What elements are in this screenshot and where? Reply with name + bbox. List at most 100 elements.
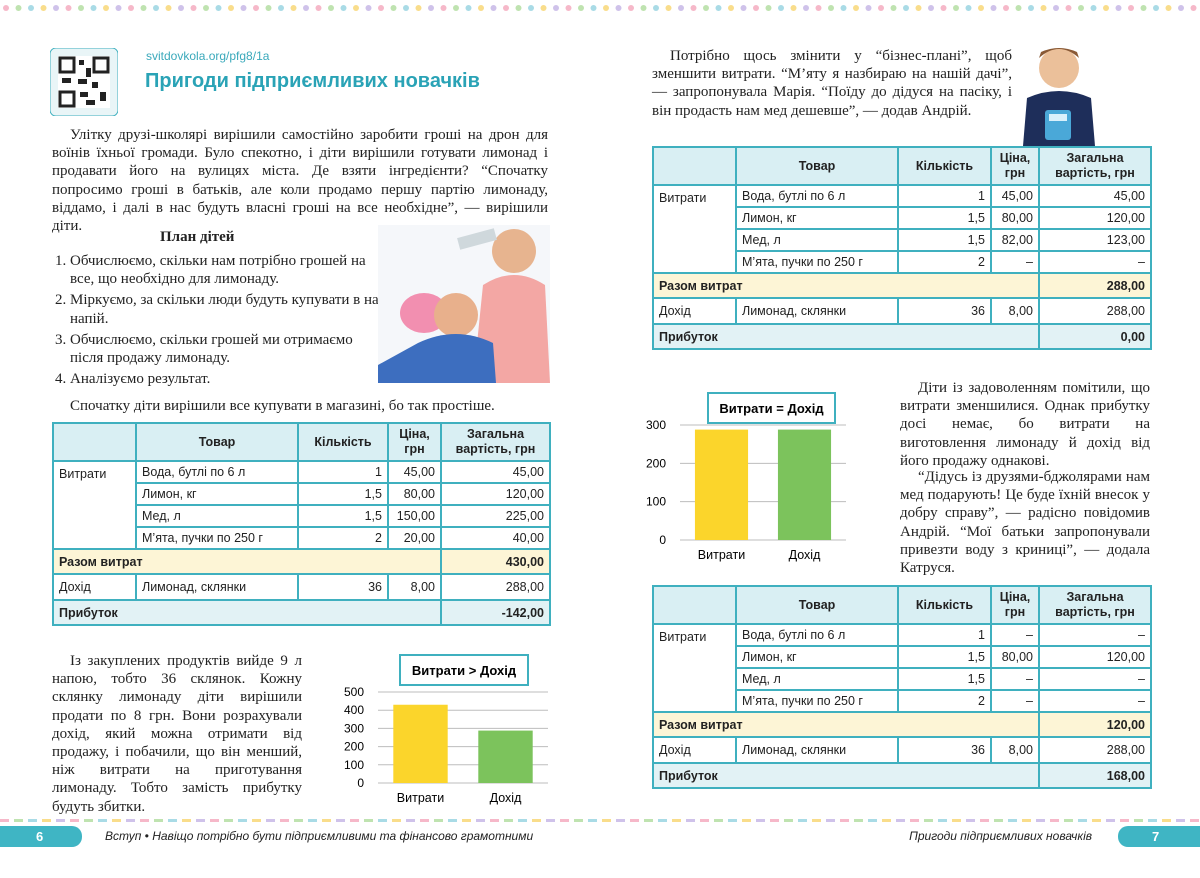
- dash: [1106, 819, 1115, 822]
- dash: [448, 819, 457, 822]
- dash: [126, 819, 135, 822]
- cell: М’ята, пучки по 250 г: [735, 689, 899, 713]
- dash: [602, 819, 611, 822]
- dash: [896, 819, 905, 822]
- cell: –: [990, 250, 1040, 274]
- cell: 288,00: [1038, 736, 1152, 764]
- dash: [84, 819, 93, 822]
- dot: [278, 5, 284, 11]
- dash: [1134, 819, 1143, 822]
- cell: 45,00: [440, 460, 551, 484]
- y-tick-label: 300: [344, 721, 364, 735]
- expense-row: М’ята, пучки по 250 г 2– –: [653, 689, 1152, 713]
- dot: [315, 5, 322, 11]
- cell: Мед, л: [735, 228, 899, 252]
- dot: [265, 5, 272, 11]
- cell: 120,00: [1038, 645, 1152, 669]
- dot: [78, 5, 84, 11]
- expense-row: Лимон, кг 1,5 80,00 120,00: [53, 482, 551, 506]
- profit-value: -142,00: [440, 599, 551, 626]
- dash: [112, 819, 121, 822]
- cell: Лимонад, склянки: [735, 736, 899, 764]
- dot: [128, 5, 134, 11]
- dash: [1148, 819, 1157, 822]
- dash: [938, 819, 947, 822]
- dash: [700, 819, 709, 822]
- dot: [140, 5, 147, 11]
- dash: [1050, 819, 1059, 822]
- dot: [553, 5, 559, 11]
- dash: [266, 819, 275, 822]
- dot: [1153, 5, 1159, 11]
- page-title: Пригоди підприємливих новачків: [145, 70, 480, 92]
- dash: [672, 819, 681, 822]
- dot: [740, 5, 747, 11]
- dot: [90, 5, 97, 11]
- profit-label: Прибуток: [652, 762, 1040, 789]
- total-value: 288,00: [1038, 272, 1152, 299]
- dash: [980, 819, 989, 822]
- cell: –: [1038, 689, 1152, 713]
- header-cell: Ціна, грн: [990, 585, 1040, 625]
- top-dots: [3, 5, 1197, 11]
- dash: [518, 819, 527, 822]
- y-tick-label: 400: [344, 703, 364, 717]
- dot: [853, 5, 859, 11]
- dot: [765, 5, 772, 11]
- dot: [215, 5, 222, 11]
- dash: [308, 819, 317, 822]
- y-tick-label: 100: [344, 758, 364, 772]
- table: Товар Кількість Ціна, грн Загальна вартість…: [652, 585, 1152, 789]
- dash: [770, 819, 779, 822]
- dot: [690, 5, 697, 11]
- dot: [3, 5, 9, 11]
- x-tick-label: Дохід: [789, 548, 821, 562]
- header-cell: Загальна вартість, грн: [440, 422, 551, 462]
- expense-row: Витрати Вода, бутлі по 6 л 1– –: [652, 623, 1152, 713]
- cell: 1: [897, 184, 992, 208]
- dot: [253, 5, 259, 11]
- dot: [565, 5, 572, 11]
- cell: –: [990, 623, 1040, 647]
- profit-value: 0,00: [1038, 323, 1152, 350]
- dash: [322, 819, 331, 822]
- chart-title: Витрати = Дохід: [719, 401, 824, 416]
- cell: 1,5: [897, 206, 992, 230]
- page-number: 7: [1152, 829, 1160, 844]
- dot: [290, 5, 297, 11]
- cell: 1: [297, 460, 389, 484]
- dash: [910, 819, 919, 822]
- dash: [462, 819, 471, 822]
- header-cell: [652, 585, 737, 625]
- running-head: Вступ • Навіщо потрібно бути підприємлив…: [105, 829, 534, 843]
- header-cell: Кількість: [897, 585, 992, 625]
- dot: [1165, 5, 1172, 11]
- dash: [546, 819, 555, 822]
- dot: [1028, 5, 1034, 11]
- cell: 123,00: [1038, 228, 1152, 252]
- expense-row: М’ята, пучки по 250 г 2 20,00 40,00: [53, 526, 551, 550]
- footer-rule: [0, 819, 1199, 822]
- cell: 8,00: [387, 573, 442, 601]
- dot: [990, 5, 997, 11]
- section-label: Витрати: [52, 460, 137, 550]
- chart-title: Витрати > Дохід: [412, 663, 517, 678]
- dot: [1140, 5, 1147, 11]
- profit-label: Прибуток: [652, 323, 1040, 350]
- dot: [328, 5, 334, 11]
- dot: [1053, 5, 1059, 11]
- cell: 2: [897, 689, 992, 713]
- cell: Мед, л: [735, 667, 899, 691]
- cell: 36: [297, 573, 389, 601]
- cell: Вода, бутлі по 6 л: [735, 184, 899, 208]
- header-cell: Кількість: [897, 146, 992, 186]
- dot: [65, 5, 72, 11]
- running-head: Пригоди підприємливих новачків: [909, 829, 1092, 843]
- cell: 1,5: [897, 228, 992, 252]
- header-cell: [52, 422, 137, 462]
- paragraph: Із закуплених продуктів вийде 9 л напою,…: [52, 653, 302, 815]
- cell: 8,00: [990, 736, 1040, 764]
- header-row: Товар Кількість Ціна, грн Загальна вартість…: [52, 422, 551, 462]
- dot: [515, 5, 522, 11]
- url: svitdovkola.org/pfg8/1a: [146, 49, 270, 63]
